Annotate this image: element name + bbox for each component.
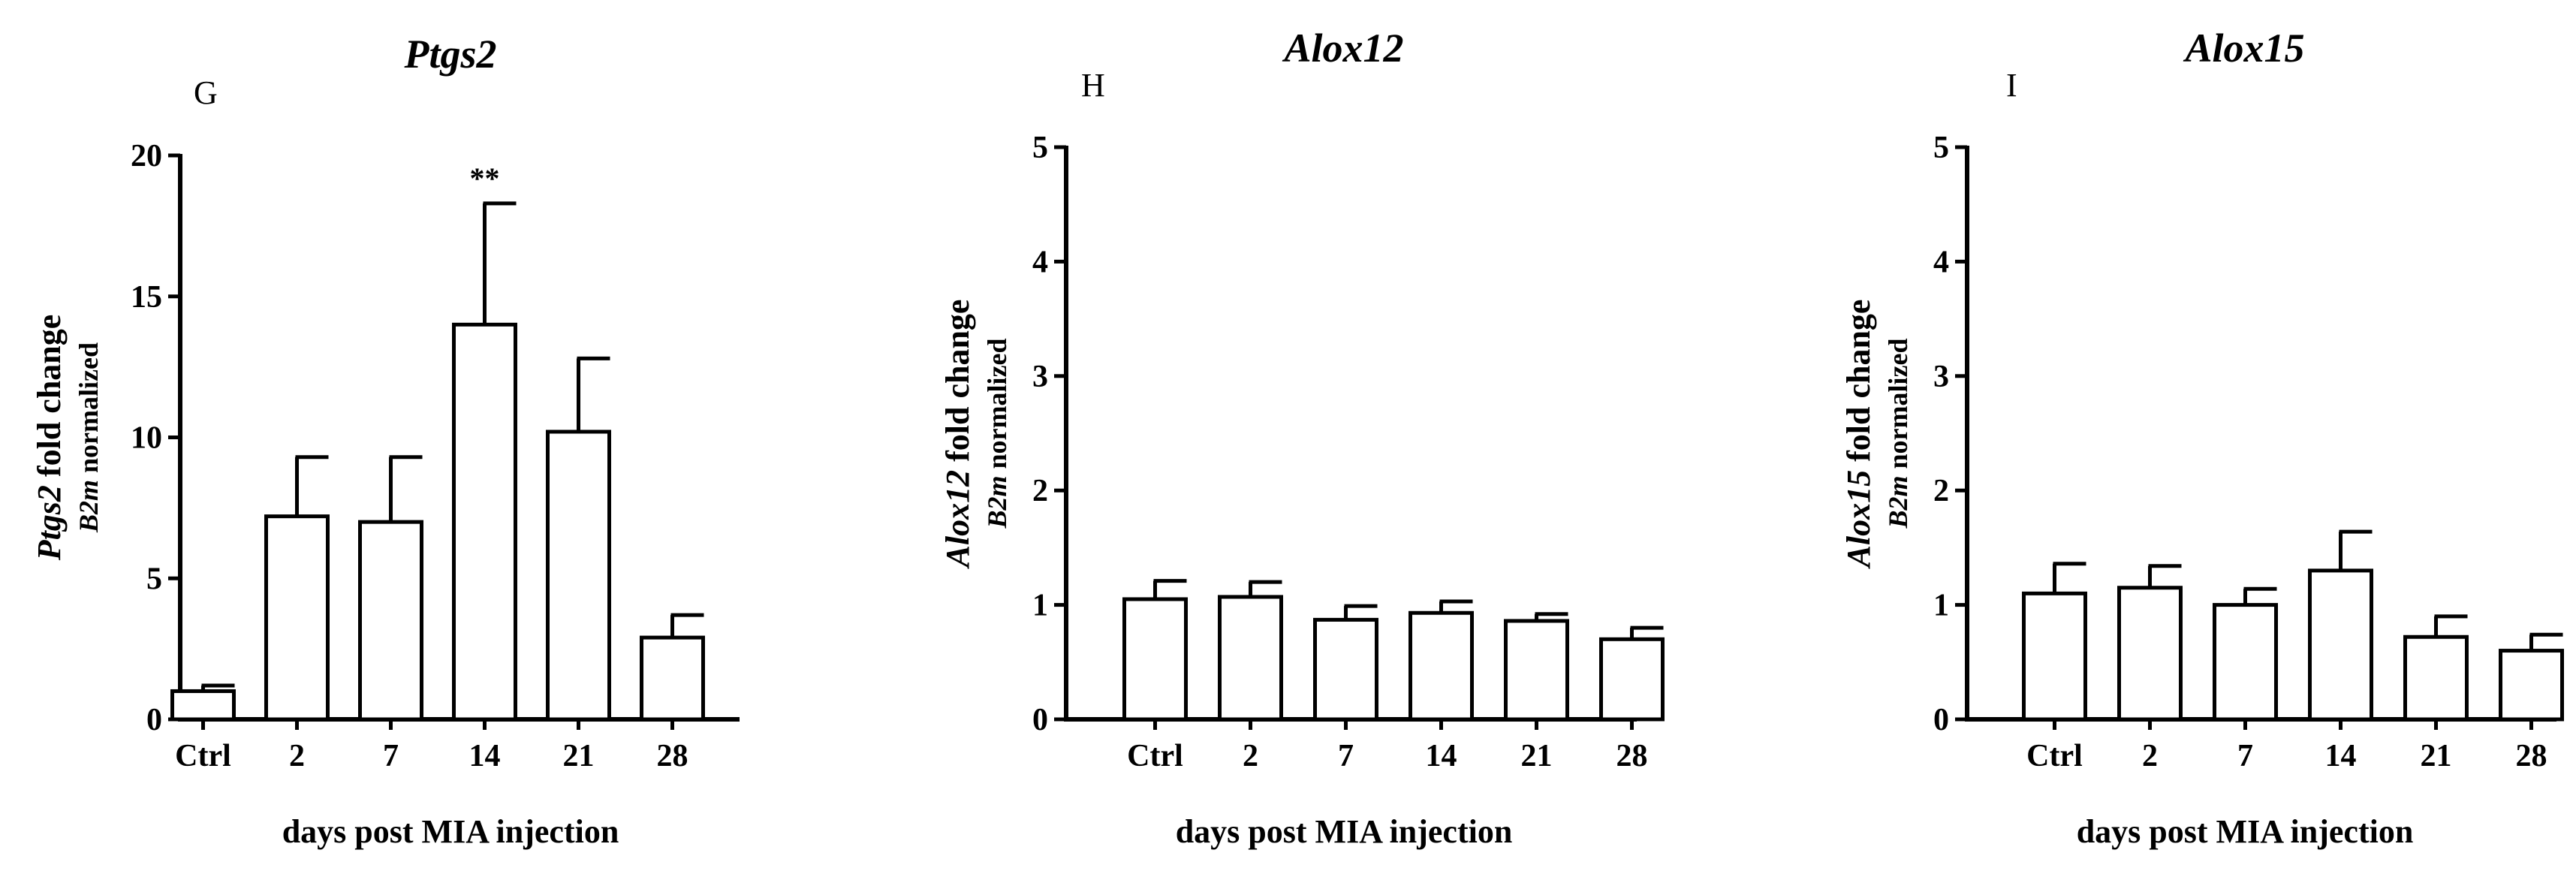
x-tick-label: Ctrl: [2026, 739, 2083, 773]
y-axis-sublabel-gene: B2m: [982, 475, 1012, 529]
bar-28: [640, 635, 705, 722]
y-axis-sublabel: B2m normalized: [1883, 339, 1913, 529]
x-axis-label: days post MIA injection: [1176, 813, 1513, 850]
x-tick-label: 2: [1243, 739, 1258, 773]
significance-marker: **: [470, 161, 500, 195]
x-tick-label: 7: [383, 739, 399, 773]
x-axis-label: days post MIA injection: [2077, 813, 2414, 850]
bar-2: [264, 514, 330, 722]
panel-letter: H: [1081, 67, 1105, 104]
y-tick-label: 0: [1933, 703, 1949, 737]
x-tick-label: 2: [289, 739, 305, 773]
y-axis-sublabel-text: normalized: [982, 339, 1012, 476]
panel-letter: G: [194, 74, 218, 111]
bar-14: [452, 322, 517, 722]
y-axis-sublabel-gene: B2m: [1883, 475, 1913, 529]
y-axis-label-text: fold change: [31, 315, 68, 485]
y-tick-label: 0: [1032, 703, 1048, 737]
x-tick-label: 7: [1338, 739, 1354, 773]
x-tick-label: 2: [2142, 739, 2158, 773]
bar-ctrl: [170, 689, 236, 722]
y-axis-sublabel: B2m normalized: [982, 339, 1012, 529]
y-axis-sublabel-text: normalized: [1883, 339, 1913, 476]
y-tick-label: 4: [1032, 245, 1048, 279]
y-tick-label: 3: [1032, 360, 1048, 394]
y-tick-label: 2: [1933, 474, 1949, 508]
y-tick-label: 10: [131, 421, 162, 456]
y-tick-label: 20: [131, 139, 162, 173]
y-axis-label: Alox15 fold change: [1840, 300, 1877, 570]
bar-21: [1504, 619, 1569, 722]
y-axis-label-text: fold change: [1840, 300, 1877, 470]
x-tick-label: 14: [1426, 739, 1457, 773]
bar-21: [2403, 634, 2469, 722]
bar-2: [2117, 586, 2183, 722]
x-tick-label: 28: [2516, 739, 2547, 773]
bar-14: [2308, 568, 2373, 722]
y-tick-label: 3: [1933, 360, 1949, 394]
y-tick-label: 2: [1032, 474, 1048, 508]
x-tick-label: 28: [1616, 739, 1648, 773]
x-tick-label: Ctrl: [175, 739, 231, 773]
bar-7: [358, 520, 423, 722]
y-axis-label: Alox12 fold change: [939, 300, 976, 570]
bar-28: [1599, 637, 1665, 722]
y-tick-label: 1: [1032, 589, 1048, 623]
bar-21: [546, 429, 611, 722]
y-tick-label: 1: [1933, 589, 1949, 623]
bar-7: [1313, 617, 1378, 722]
y-tick-label: 5: [1933, 131, 1949, 165]
x-tick-label: 21: [2421, 739, 2452, 773]
x-tick-label: 21: [1521, 739, 1553, 773]
y-axis-label-gene: Alox12: [939, 470, 976, 570]
bar-2: [1218, 595, 1283, 722]
chart-title: Alox15: [2183, 26, 2304, 71]
x-tick-label: 28: [657, 739, 688, 773]
panel-letter: I: [2006, 67, 2017, 104]
bar-ctrl: [2022, 591, 2087, 722]
bar-7: [2213, 603, 2278, 722]
y-tick-label: 5: [146, 562, 162, 596]
x-tick-label: Ctrl: [1127, 739, 1183, 773]
y-axis-label: Ptgs2 fold change: [31, 315, 68, 562]
y-axis-label-gene: Alox15: [1840, 470, 1877, 570]
x-tick-label: 14: [2325, 739, 2357, 773]
y-tick-label: 5: [1032, 131, 1048, 165]
x-axis-label: days post MIA injection: [282, 813, 619, 850]
y-axis-sublabel-gene: B2m: [74, 480, 104, 533]
y-axis-label-gene: Ptgs2: [31, 485, 68, 561]
y-tick-label: 0: [146, 703, 162, 737]
x-tick-label: 14: [469, 739, 501, 773]
chart-title: Ptgs2: [403, 32, 496, 77]
y-tick-label: 4: [1933, 245, 1949, 279]
x-tick-label: 21: [563, 739, 595, 773]
bar-14: [1409, 610, 1474, 722]
y-axis-label-text: fold change: [939, 300, 976, 470]
y-axis-sublabel-text: normalized: [74, 342, 104, 480]
bar-28: [2499, 649, 2564, 722]
bar-ctrl: [1122, 597, 1188, 722]
y-tick-label: 15: [131, 280, 162, 315]
chart-title: Alox12: [1282, 26, 1403, 71]
x-tick-label: 7: [2237, 739, 2253, 773]
y-axis-sublabel: B2m normalized: [74, 342, 104, 533]
